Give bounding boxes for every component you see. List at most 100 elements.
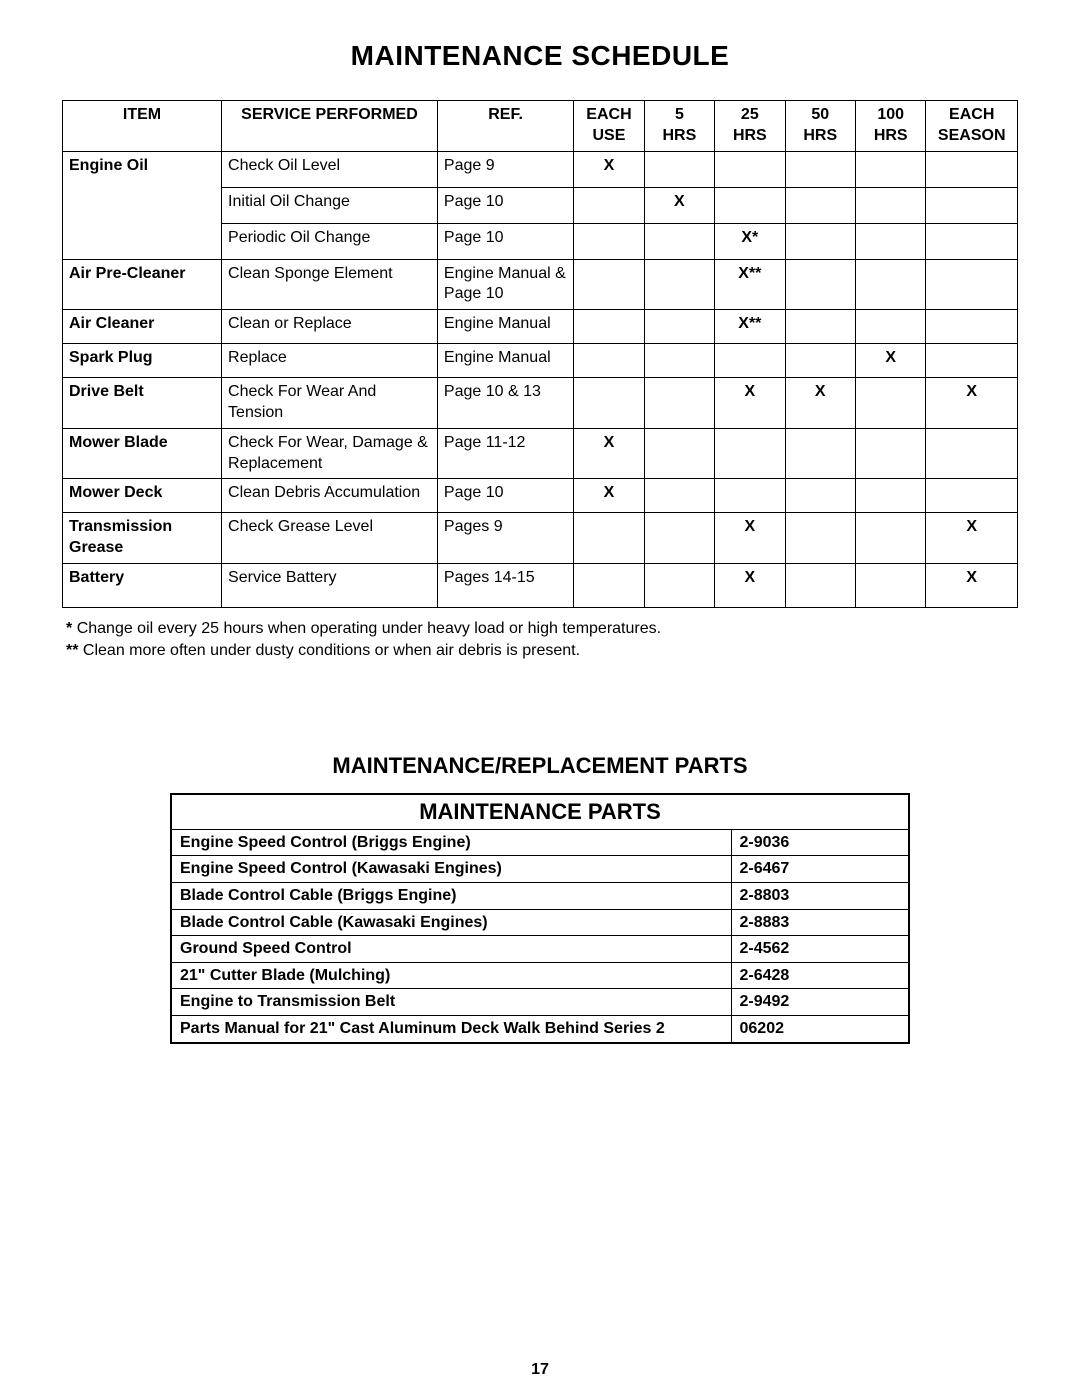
table-row: Mower DeckClean Debris AccumulationPage …	[63, 479, 1018, 513]
cell-mark: X*	[715, 223, 785, 259]
cell-mark	[644, 259, 714, 310]
cell-mark	[926, 428, 1018, 479]
cell-ref: Page 10 & 13	[437, 378, 573, 429]
cell-mark	[855, 479, 925, 513]
cell-mark	[644, 513, 714, 564]
cell-mark	[574, 187, 644, 223]
cell-ref: Page 11-12	[437, 428, 573, 479]
cell-mark	[926, 223, 1018, 259]
hdr-ref: REF.	[437, 101, 573, 152]
cell-mark	[644, 223, 714, 259]
cell-mark	[785, 428, 855, 479]
cell-ref: Page 9	[437, 151, 573, 187]
cell-mark	[785, 151, 855, 187]
cell-mark	[855, 151, 925, 187]
cell-mark	[785, 187, 855, 223]
hdr-50hrs: 50 HRS	[785, 101, 855, 152]
cell-item: Mower Deck	[63, 479, 222, 513]
cell-ref: Engine Manual & Page 10	[437, 259, 573, 310]
cell-ref: Page 10	[437, 223, 573, 259]
cell-mark	[855, 428, 925, 479]
cell-item: Transmission Grease	[63, 513, 222, 564]
cell-item: Engine Oil	[63, 151, 222, 259]
cell-mark	[644, 378, 714, 429]
table-row: 21" Cutter Blade (Mulching)2-6428	[171, 962, 909, 989]
cell-part-number: 2-6428	[731, 962, 909, 989]
cell-part-name: Parts Manual for 21" Cast Aluminum Deck …	[171, 1016, 731, 1043]
cell-item: Spark Plug	[63, 344, 222, 378]
cell-part-name: Engine Speed Control (Kawasaki Engines)	[171, 856, 731, 883]
cell-mark	[785, 310, 855, 344]
cell-mark	[715, 151, 785, 187]
table-row: Air Pre-CleanerClean Sponge ElementEngin…	[63, 259, 1018, 310]
hdr-5hrs: 5 HRS	[644, 101, 714, 152]
cell-mark	[644, 151, 714, 187]
cell-part-number: 06202	[731, 1016, 909, 1043]
cell-part-name: Ground Speed Control	[171, 936, 731, 963]
cell-mark: X	[715, 563, 785, 607]
cell-item: Air Cleaner	[63, 310, 222, 344]
table-row: Drive BeltCheck For Wear And TensionPage…	[63, 378, 1018, 429]
cell-mark	[926, 479, 1018, 513]
cell-mark	[926, 310, 1018, 344]
cell-item: Battery	[63, 563, 222, 607]
hdr-100hrs: 100 HRS	[855, 101, 925, 152]
cell-part-number: 2-8883	[731, 909, 909, 936]
footnote-1-text: Change oil every 25 hours when operating…	[77, 620, 661, 637]
cell-mark: X	[644, 187, 714, 223]
cell-mark	[785, 513, 855, 564]
cell-item: Air Pre-Cleaner	[63, 259, 222, 310]
cell-ref: Engine Manual	[437, 344, 573, 378]
cell-service: Check For Wear, Damage & Replacement	[222, 428, 438, 479]
cell-mark	[715, 428, 785, 479]
footnotes: * Change oil every 25 hours when operati…	[66, 618, 1018, 661]
table-row: Air CleanerClean or ReplaceEngine Manual…	[63, 310, 1018, 344]
cell-service: Periodic Oil Change	[222, 223, 438, 259]
cell-mark: X	[785, 378, 855, 429]
cell-mark: X**	[715, 259, 785, 310]
page-title: MAINTENANCE SCHEDULE	[62, 40, 1018, 72]
cell-mark	[855, 513, 925, 564]
cell-service: Initial Oil Change	[222, 187, 438, 223]
hdr-25hrs: 25 HRS	[715, 101, 785, 152]
cell-part-number: 2-8803	[731, 883, 909, 910]
cell-mark	[715, 187, 785, 223]
cell-mark	[574, 513, 644, 564]
cell-mark	[644, 428, 714, 479]
cell-part-name: Blade Control Cable (Briggs Engine)	[171, 883, 731, 910]
cell-mark	[574, 310, 644, 344]
cell-ref: Pages 9	[437, 513, 573, 564]
cell-service: Replace	[222, 344, 438, 378]
cell-mark	[855, 223, 925, 259]
cell-part-number: 2-9492	[731, 989, 909, 1016]
cell-mark: X**	[715, 310, 785, 344]
cell-mark	[574, 378, 644, 429]
table-row: Parts Manual for 21" Cast Aluminum Deck …	[171, 1016, 909, 1043]
cell-mark	[926, 259, 1018, 310]
cell-mark	[785, 563, 855, 607]
parts-title: MAINTENANCE PARTS	[171, 794, 909, 829]
table-row: Engine to Transmission Belt2-9492	[171, 989, 909, 1016]
table-row: BatteryService BatteryPages 14-15XX	[63, 563, 1018, 607]
table-row: Engine Speed Control (Kawasaki Engines)2…	[171, 856, 909, 883]
cell-part-number: 2-4562	[731, 936, 909, 963]
cell-mark	[715, 344, 785, 378]
cell-ref: Engine Manual	[437, 310, 573, 344]
cell-mark	[926, 344, 1018, 378]
cell-part-number: 2-6467	[731, 856, 909, 883]
cell-mark	[715, 479, 785, 513]
cell-mark: X	[715, 378, 785, 429]
cell-service: Clean Sponge Element	[222, 259, 438, 310]
cell-mark: X	[574, 479, 644, 513]
cell-ref: Page 10	[437, 479, 573, 513]
cell-mark	[855, 259, 925, 310]
maintenance-schedule-table: ITEM SERVICE PERFORMED REF. EACH USE 5 H…	[62, 100, 1018, 608]
cell-mark	[785, 479, 855, 513]
table-header-row: ITEM SERVICE PERFORMED REF. EACH USE 5 H…	[63, 101, 1018, 152]
cell-mark	[644, 344, 714, 378]
footnote-2-symbol: **	[66, 642, 78, 659]
cell-service: Service Battery	[222, 563, 438, 607]
cell-mark	[574, 563, 644, 607]
cell-mark	[855, 378, 925, 429]
cell-mark	[574, 259, 644, 310]
